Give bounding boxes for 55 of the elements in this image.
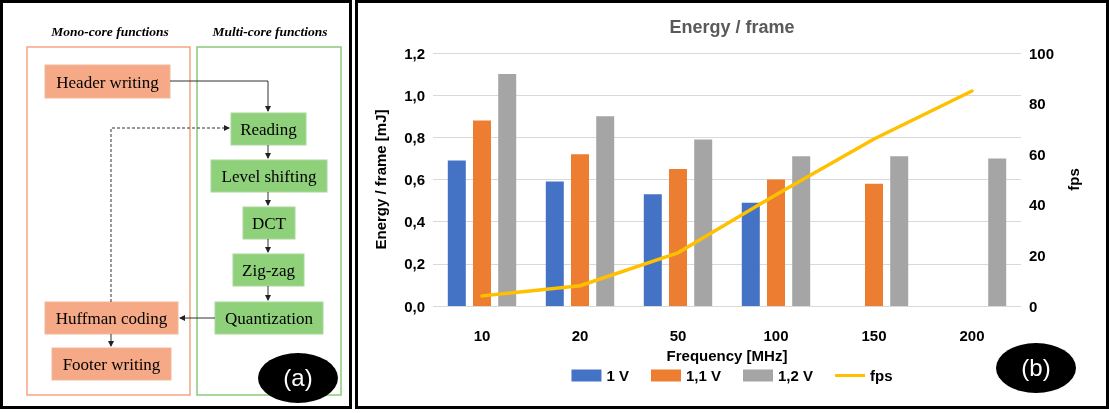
panel-badge: (b) <box>996 343 1076 393</box>
bar <box>643 194 662 306</box>
bar <box>865 183 883 306</box>
y-axis-title: Energy / frame [mJ] <box>372 109 389 250</box>
y-tick-label: 1,2 <box>404 44 425 62</box>
y2-tick-label: 80 <box>1029 95 1046 113</box>
x-tick-label: 100 <box>763 327 789 344</box>
y-tick-label: 0,4 <box>404 213 426 231</box>
text: Level shifting <box>221 167 317 186</box>
x-tick-label: 50 <box>669 327 687 344</box>
chart-title: Energy / frame <box>669 17 795 37</box>
y2-axis-title: fps <box>1065 168 1082 191</box>
legend-label: 1 V <box>606 367 629 384</box>
bar <box>988 158 1007 306</box>
bar <box>890 156 909 306</box>
y-tick-label: 0,2 <box>404 255 425 273</box>
bar <box>669 168 687 306</box>
bar <box>447 160 466 306</box>
bar <box>498 74 517 306</box>
text: Mono-core functions <box>50 24 169 39</box>
bar <box>473 120 491 306</box>
text: Header writing <box>56 72 160 92</box>
text: Zig-zag <box>242 261 296 280</box>
text: Footer writing <box>62 355 161 374</box>
legend-label: 1,2 V <box>778 367 814 384</box>
bar <box>741 202 760 306</box>
y-tick-label: 0,0 <box>404 297 425 315</box>
y-tick-label: 1,0 <box>404 86 425 104</box>
x-tick-label: 20 <box>571 327 589 344</box>
legend-label: 1,1 V <box>685 367 722 384</box>
y2-tick-label: 40 <box>1029 196 1046 214</box>
text: Huffman coding <box>55 309 168 328</box>
y-tick-label: 0,8 <box>404 128 425 146</box>
bar <box>792 156 811 306</box>
x-tick-label: 200 <box>959 327 985 344</box>
bar <box>571 154 589 306</box>
x-tick-label: 10 <box>473 327 491 344</box>
text: DCT <box>252 214 287 233</box>
y2-tick-label: 0 <box>1029 297 1038 315</box>
bar <box>694 139 713 306</box>
y2-tick-label: 100 <box>1029 44 1055 62</box>
x-axis-title: Frequency [MHz] <box>666 346 788 364</box>
text: Quantization <box>225 309 314 328</box>
y2-tick-label: 60 <box>1029 145 1046 163</box>
y-tick-label: 0,6 <box>404 171 425 188</box>
bar <box>596 116 615 306</box>
text: Reading <box>240 120 298 139</box>
panel-badge: (a) <box>258 353 338 403</box>
bar <box>545 181 564 306</box>
line-series <box>480 89 974 298</box>
legend-label: fps <box>870 367 893 384</box>
text: Multi-core functions <box>211 24 328 39</box>
bar <box>767 179 785 306</box>
y2-tick-label: 20 <box>1029 246 1046 264</box>
x-tick-label: 150 <box>861 327 887 344</box>
